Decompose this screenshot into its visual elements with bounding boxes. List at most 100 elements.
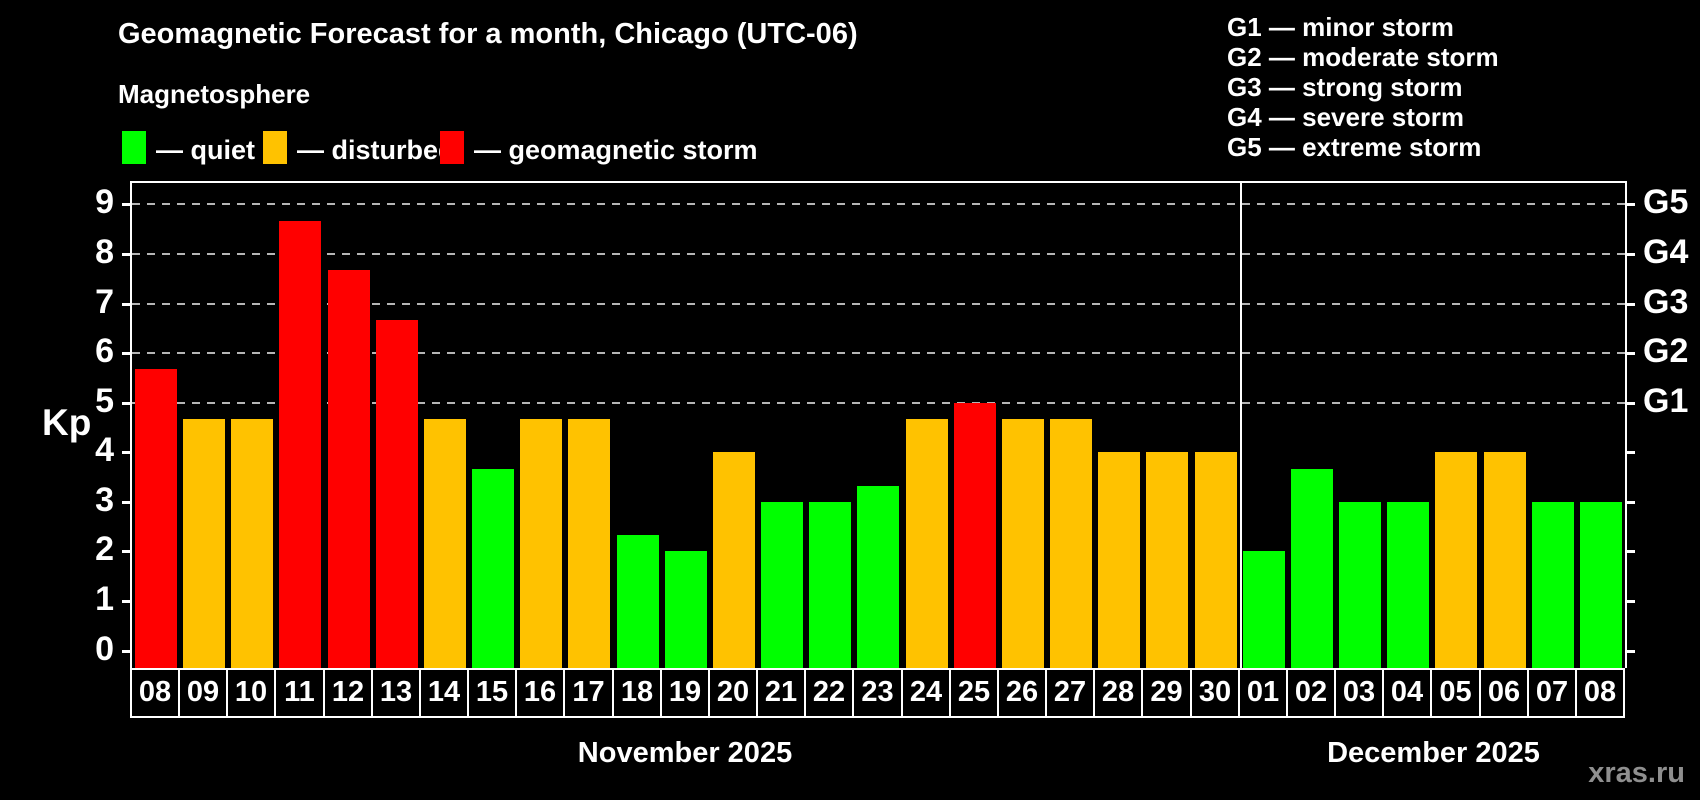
right-axis-tick (1625, 303, 1635, 306)
y-axis-tick (122, 402, 132, 405)
watermark: xras.ru (1588, 757, 1685, 789)
kp-bar (1387, 502, 1429, 668)
kp-bar (857, 486, 899, 668)
g-scale-legend: G1 — minor storm G2 — moderate storm G3 … (1227, 12, 1499, 162)
y-axis-tick-label: 6 (95, 332, 114, 370)
y-axis-tick-label: 1 (95, 580, 114, 618)
kp-bar (1339, 502, 1381, 668)
day-label: 18 (612, 668, 662, 718)
day-label: 15 (467, 668, 517, 718)
day-label: 01 (1238, 668, 1288, 718)
g-axis-label: G5 (1643, 183, 1689, 221)
day-label: 09 (178, 668, 228, 718)
y-axis-tick (122, 203, 132, 206)
right-axis-tick (1625, 402, 1635, 405)
page-title: Geomagnetic Forecast for a month, Chicag… (118, 18, 858, 50)
day-label: 21 (756, 668, 806, 718)
y-axis-tick-label: 4 (95, 431, 114, 469)
day-label: 05 (1430, 668, 1481, 718)
y-axis-tick (122, 501, 132, 504)
kp-bar (1435, 452, 1477, 668)
month-label-november: November 2025 (577, 737, 793, 769)
day-label: 16 (515, 668, 565, 718)
kp-bar (424, 419, 466, 668)
day-label: 29 (1141, 668, 1192, 718)
day-label: 22 (804, 668, 854, 718)
kp-bar (1146, 452, 1188, 668)
kp-bar (568, 419, 610, 668)
y-axis-tick (122, 352, 132, 355)
kp-bar (328, 270, 370, 668)
y-axis-tick-label: 5 (95, 382, 114, 420)
gridline (132, 203, 1625, 205)
kp-bar (1002, 419, 1044, 668)
month-label-december: December 2025 (1327, 737, 1540, 769)
day-label: 27 (1045, 668, 1095, 718)
quiet-legend-label: — quiet (156, 135, 255, 165)
right-axis-tick (1625, 253, 1635, 256)
kp-bar (1532, 502, 1574, 668)
kp-bar (713, 452, 755, 668)
kp-bar (617, 535, 659, 668)
kp-bar (1098, 452, 1140, 668)
y-axis-tick (122, 650, 132, 653)
right-axis-tick (1625, 203, 1635, 206)
plot-area (130, 181, 1627, 668)
y-axis-tick-label: 8 (95, 233, 114, 271)
y-axis-tick (122, 253, 132, 256)
kp-bar (665, 551, 707, 668)
day-label: 10 (226, 668, 276, 718)
day-label: 06 (1479, 668, 1529, 718)
kp-bar (954, 403, 996, 668)
right-axis-tick (1625, 352, 1635, 355)
g-axis-label: G2 (1643, 332, 1689, 370)
y-axis-tick-label: 7 (95, 283, 114, 321)
kp-bar (1243, 551, 1285, 668)
g-scale-legend-line: G2 — moderate storm (1227, 42, 1499, 72)
day-label: 08 (1575, 668, 1625, 718)
right-axis-tick (1625, 650, 1635, 653)
kp-bar (1050, 419, 1092, 668)
day-label: 13 (371, 668, 421, 718)
kp-bar (809, 502, 851, 668)
day-label: 03 (1334, 668, 1384, 718)
y-axis-tick (122, 303, 132, 306)
g-scale-legend-line: G5 — extreme storm (1227, 132, 1482, 162)
day-label: 28 (1093, 668, 1143, 718)
right-axis-tick (1625, 550, 1635, 553)
kp-bar (231, 419, 273, 668)
chart-subtitle: Magnetosphere (118, 79, 311, 109)
storm-swatch-icon (440, 131, 464, 164)
right-axis-tick (1625, 600, 1635, 603)
y-axis-tick (122, 451, 132, 454)
kp-bar (1484, 452, 1526, 668)
kp-bar (906, 419, 948, 668)
day-label: 24 (901, 668, 951, 718)
y-axis-tick (122, 550, 132, 553)
gridline (132, 402, 1625, 404)
gridline (132, 303, 1625, 305)
g-scale-legend-line: G1 — minor storm (1227, 12, 1454, 42)
kp-bar (376, 320, 418, 668)
kp-bar (520, 419, 562, 668)
y-axis-tick-label: 2 (95, 530, 114, 568)
y-axis-tick-label: 3 (95, 481, 114, 519)
day-label: 11 (274, 668, 325, 718)
y-axis-tick-label: 0 (95, 630, 114, 668)
disturbed-swatch-icon (263, 131, 287, 164)
kp-bar (183, 419, 225, 668)
g-scale-legend-line: G4 — severe storm (1227, 102, 1465, 132)
storm-legend-label: — geomagnetic storm (474, 135, 758, 165)
day-label: 20 (708, 668, 758, 718)
g-scale-legend-line: G3 — strong storm (1227, 72, 1463, 102)
g-axis-label: G3 (1643, 283, 1689, 321)
kp-bar (1195, 452, 1237, 668)
y-axis-title: Kp (42, 402, 92, 443)
y-axis-tick-label: 9 (95, 183, 114, 221)
g-axis-label: G1 (1643, 382, 1689, 420)
kp-bar (761, 502, 803, 668)
gridline (132, 253, 1625, 255)
day-label: 12 (323, 668, 373, 718)
day-label: 14 (419, 668, 469, 718)
day-label: 08 (130, 668, 180, 718)
